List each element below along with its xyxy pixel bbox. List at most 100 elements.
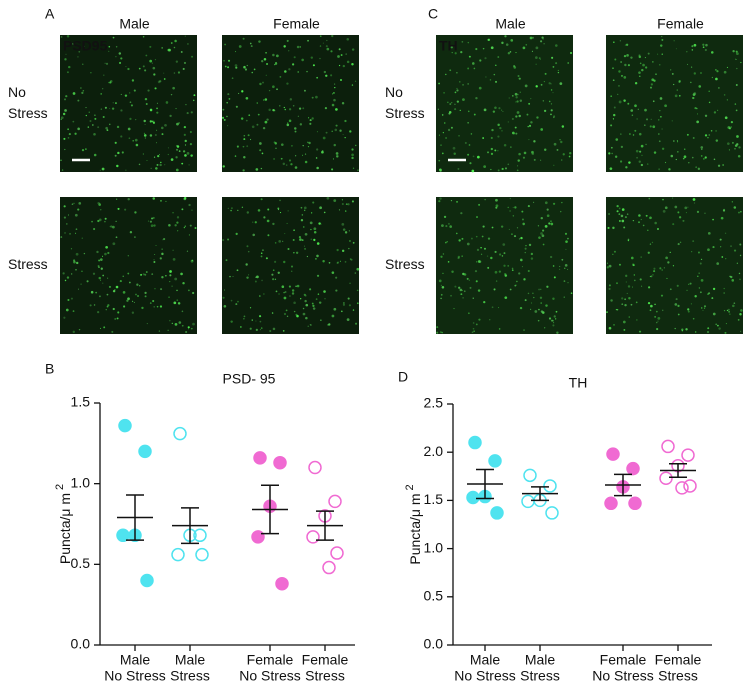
speckle bbox=[248, 114, 251, 117]
data-point bbox=[195, 547, 209, 562]
speckle bbox=[677, 141, 679, 143]
speckle bbox=[659, 267, 662, 270]
speckle bbox=[172, 212, 174, 214]
speckle bbox=[73, 259, 76, 262]
speckle bbox=[115, 102, 117, 105]
data-point bbox=[140, 573, 154, 588]
data-point bbox=[543, 479, 557, 493]
speckle bbox=[690, 81, 692, 84]
speckle bbox=[181, 208, 184, 211]
speckle bbox=[719, 238, 722, 241]
speckle bbox=[127, 297, 130, 301]
speckle bbox=[128, 137, 131, 140]
speckle bbox=[620, 133, 622, 135]
speckle bbox=[490, 256, 493, 260]
speckle bbox=[342, 228, 346, 231]
speckle bbox=[567, 62, 570, 64]
data-point bbox=[118, 418, 132, 433]
speckle bbox=[93, 132, 96, 136]
speckle bbox=[515, 284, 517, 286]
speckle bbox=[550, 109, 553, 112]
speckle bbox=[291, 289, 295, 292]
speckle bbox=[128, 281, 131, 284]
speckle bbox=[550, 89, 553, 91]
speckle bbox=[268, 108, 271, 112]
speckle bbox=[283, 296, 287, 300]
speckle bbox=[473, 113, 476, 116]
speckle bbox=[332, 93, 334, 95]
speckle bbox=[64, 279, 67, 282]
speckle bbox=[66, 223, 68, 225]
speckle bbox=[459, 109, 461, 111]
speckle bbox=[222, 108, 225, 111]
speckle bbox=[184, 35, 186, 37]
speckle bbox=[540, 216, 543, 220]
speckle bbox=[67, 136, 70, 139]
speckle bbox=[504, 296, 508, 300]
speckle bbox=[518, 238, 521, 240]
speckle bbox=[163, 237, 166, 241]
speckle bbox=[612, 118, 615, 120]
data-point bbox=[251, 530, 265, 544]
speckle bbox=[723, 70, 727, 74]
speckle bbox=[550, 220, 552, 222]
speckle bbox=[656, 327, 659, 331]
speckle bbox=[655, 73, 657, 75]
speckle bbox=[255, 276, 257, 278]
speckle bbox=[187, 328, 190, 330]
speckle bbox=[175, 60, 179, 63]
speckle bbox=[613, 106, 616, 109]
speckle bbox=[631, 114, 634, 116]
speckle bbox=[192, 99, 195, 102]
speckle bbox=[272, 85, 275, 89]
speckle bbox=[300, 206, 303, 209]
speckle bbox=[283, 260, 286, 264]
speckle bbox=[105, 126, 108, 130]
speckle bbox=[661, 38, 664, 41]
speckle bbox=[341, 102, 345, 105]
speckle bbox=[112, 289, 116, 293]
speckle bbox=[306, 70, 308, 73]
y-axis-label-superscript: 2 bbox=[404, 484, 416, 490]
speckle bbox=[508, 97, 510, 99]
speckle bbox=[72, 330, 75, 334]
speckle bbox=[74, 213, 78, 217]
speckle bbox=[235, 232, 238, 236]
speckle bbox=[739, 243, 742, 246]
speckle bbox=[481, 235, 484, 238]
speckle bbox=[81, 237, 83, 239]
speckle bbox=[151, 62, 153, 64]
speckle bbox=[259, 320, 262, 323]
speckle bbox=[648, 197, 651, 200]
speckle bbox=[149, 120, 152, 123]
speckle bbox=[468, 312, 470, 315]
speckle bbox=[184, 225, 187, 227]
speckle bbox=[704, 114, 708, 117]
speckle bbox=[557, 69, 559, 71]
speckle bbox=[312, 307, 316, 310]
speckle bbox=[187, 43, 189, 45]
speckle bbox=[153, 260, 156, 263]
speckle bbox=[100, 209, 102, 211]
speckle bbox=[549, 255, 553, 259]
speckle bbox=[279, 199, 281, 202]
column-header: Female bbox=[657, 16, 704, 32]
speckle bbox=[294, 166, 298, 169]
speckle bbox=[82, 63, 84, 65]
speckle bbox=[309, 288, 312, 291]
speckle bbox=[77, 56, 79, 58]
speckle bbox=[623, 76, 627, 79]
speckle bbox=[498, 328, 501, 330]
speckle bbox=[533, 158, 536, 161]
speckle bbox=[495, 206, 498, 209]
data-point bbox=[683, 479, 697, 493]
speckle bbox=[484, 198, 486, 201]
speckle bbox=[564, 232, 568, 235]
speckle bbox=[142, 273, 145, 276]
speckle bbox=[660, 44, 663, 47]
speckle bbox=[510, 146, 512, 148]
speckle bbox=[443, 215, 447, 219]
speckle bbox=[677, 211, 680, 214]
speckle bbox=[312, 64, 315, 67]
speckle bbox=[189, 143, 193, 146]
